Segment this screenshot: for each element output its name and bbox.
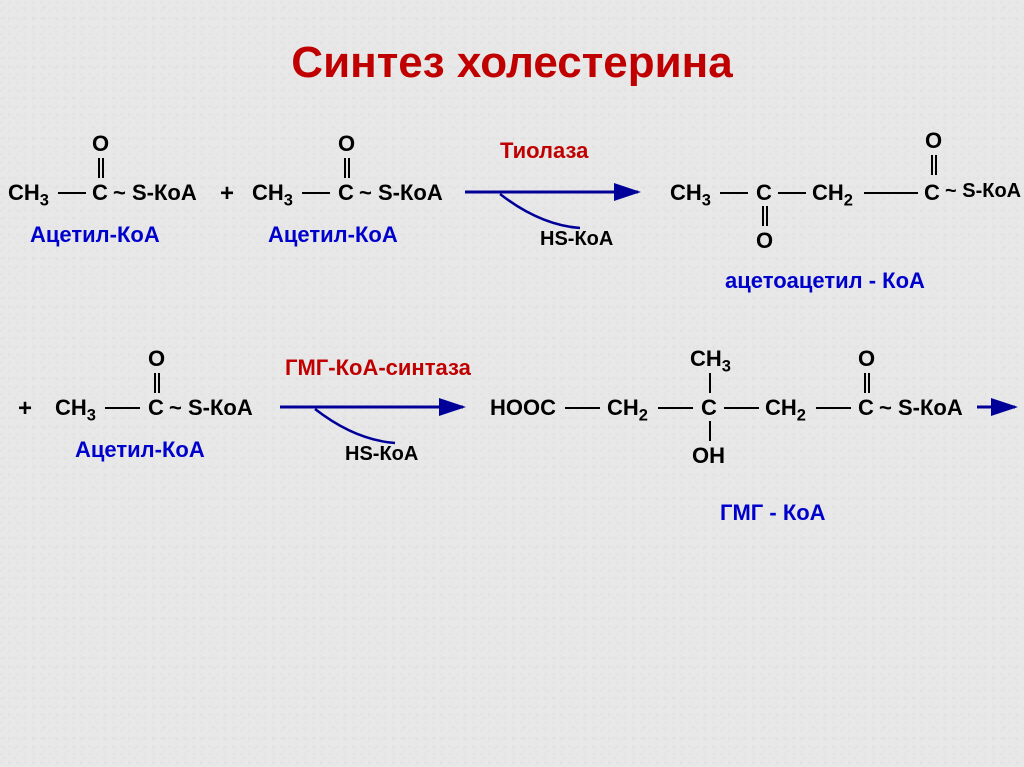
r1-prod-db-top: [931, 155, 937, 175]
r1-prod-o-top: O: [925, 128, 942, 154]
r1-mol2-ch3: CH3: [252, 180, 293, 210]
r1-mol2-dbond: [344, 158, 350, 178]
r2-prod-skoa: ~ S-КоА: [879, 395, 963, 421]
r2-prod-ch2b: CH2: [765, 395, 806, 425]
r1-mol1-name: Ацетил-КоА: [30, 222, 160, 248]
r1-prod-c2: C: [924, 180, 940, 206]
r2-prod-o: O: [858, 346, 875, 372]
r2-prod-ch2a: CH2: [607, 395, 648, 425]
r2-prod-name: ГМГ - КоА: [720, 500, 826, 526]
r1-prod-b1: [720, 192, 748, 194]
r2-prod-bv-bot: [709, 421, 711, 441]
r1-prod-skoa: ~ S-КоА: [945, 180, 1021, 203]
r2-mol-skoa: ~ S-КоА: [169, 395, 253, 421]
r2-prod-db: [864, 373, 870, 393]
r2-prod-ch3t: CH3: [690, 346, 731, 376]
r1-mol2-o: O: [338, 131, 355, 157]
r2-mol-b1: [105, 407, 140, 409]
page-title: Синтез холестерина: [0, 38, 1024, 88]
r1-byproduct: HS-КоА: [540, 228, 613, 251]
r2-enzyme: ГМГ-КоА-синтаза: [285, 355, 471, 381]
r1-mol1-c: C: [92, 180, 108, 206]
r1-arrow: [460, 170, 650, 230]
r2-mol-o: O: [148, 346, 165, 372]
r2-plus: +: [18, 395, 32, 423]
r1-prod-o-bot: O: [756, 228, 773, 254]
r1-prod-name: ацетоацетил - КоА: [725, 268, 925, 294]
r1-prod-db-bot: [762, 206, 768, 226]
r1-enzyme: Тиолаза: [500, 138, 588, 164]
r2-mol-ch3: CH3: [55, 395, 96, 425]
r1-prod-c1: C: [756, 180, 772, 206]
r2-prod-b3: [816, 407, 851, 409]
r1-mol1-o: O: [92, 131, 109, 157]
r2-mol-name: Ацетил-КоА: [75, 437, 205, 463]
r1-prod-b2: [778, 192, 806, 194]
r2-prod-b2: [724, 407, 759, 409]
r1-mol1-skoa: ~ S-КоА: [113, 180, 197, 206]
r1-mol2-c: C: [338, 180, 354, 206]
r1-prod-ch2: CH2: [812, 180, 853, 210]
r2-prod-b1: [658, 407, 693, 409]
r2-prod-oh: OH: [692, 443, 725, 469]
r1-mol2-b1: [302, 192, 330, 194]
r1-prod-ch3: CH3: [670, 180, 711, 210]
r2-arrow: [275, 385, 475, 445]
r1-mol1-b1: [58, 192, 86, 194]
r2-mol-c: C: [148, 395, 164, 421]
r2-prod-hooc: HOOC: [490, 395, 556, 421]
r1-prod-b3: [864, 192, 918, 194]
r2-byproduct: HS-КоА: [345, 443, 418, 466]
r2-prod-c2: C: [858, 395, 874, 421]
r1-mol2-name: Ацетил-КоА: [268, 222, 398, 248]
r2-mol-dbond: [154, 373, 160, 393]
r1-mol1-dbond: [98, 158, 104, 178]
r2-prod-c: C: [701, 395, 717, 421]
r2-trailing-arrow: [975, 395, 1024, 419]
r1-plus: +: [220, 180, 234, 208]
r1-mol2-skoa: ~ S-КоА: [359, 180, 443, 206]
r2-prod-b0: [565, 407, 600, 409]
r1-mol1-ch3: CH3: [8, 180, 49, 210]
